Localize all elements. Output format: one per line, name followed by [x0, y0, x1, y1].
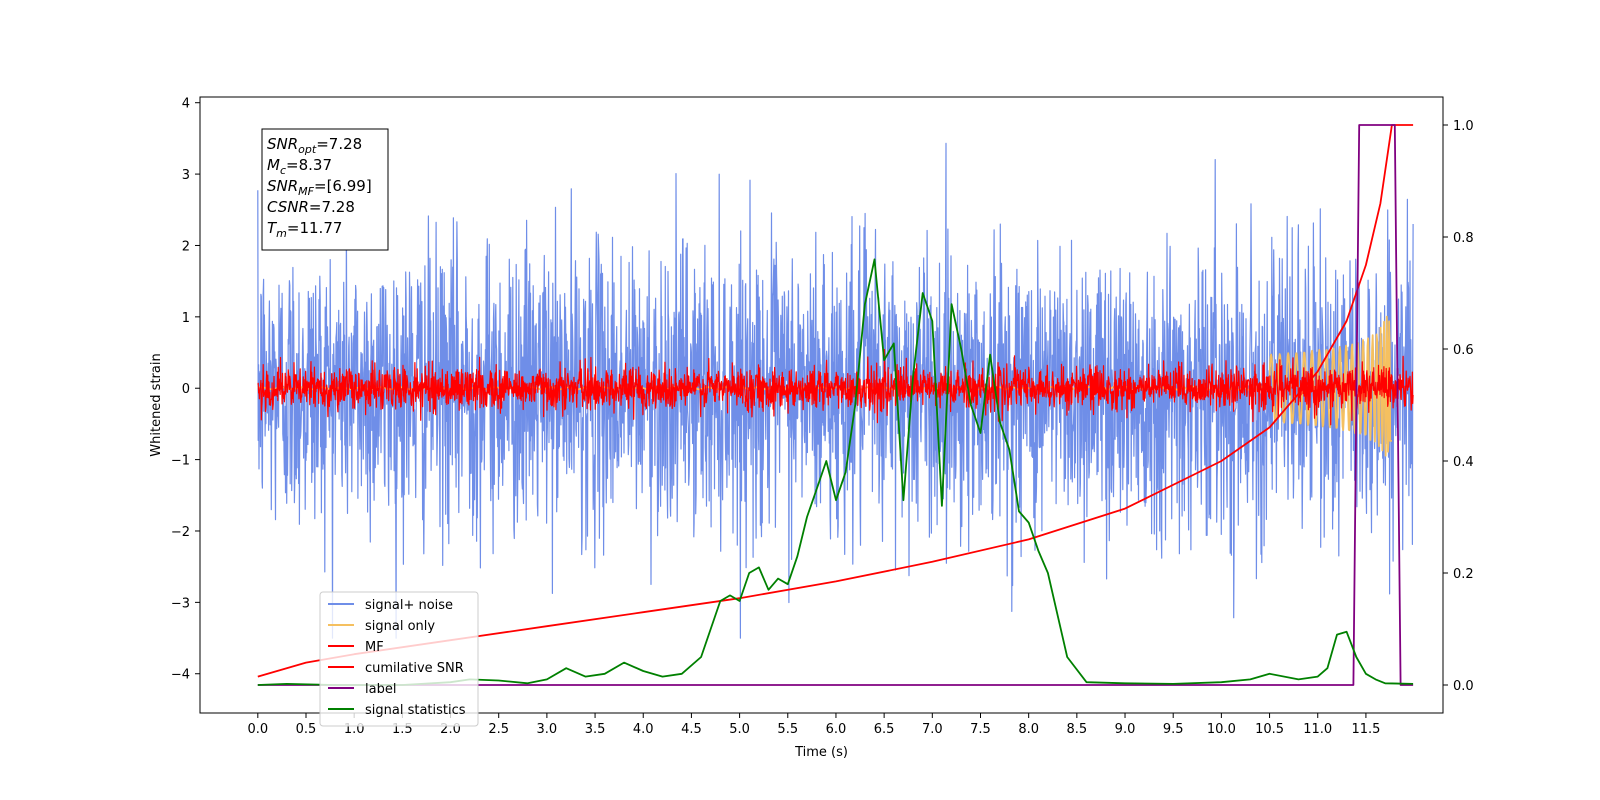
y-tick-label: −1	[171, 454, 190, 469]
y-tick-label: 3	[182, 168, 190, 183]
x-tick-label: 9.5	[1163, 722, 1184, 737]
y2-axis-ticks: 1.0 0.8 0.6 0.4 0.2 0.0	[1443, 119, 1474, 694]
y2-tick-label: 0.8	[1453, 231, 1474, 246]
legend-label: signal only	[365, 619, 435, 634]
x-tick-label: 2.5	[488, 722, 509, 737]
series-label	[257, 124, 1414, 686]
axes-frame	[199, 96, 1444, 714]
y-tick-label: 1	[182, 311, 190, 326]
y-tick-label: −2	[171, 525, 190, 540]
x-tick-label: 11.0	[1303, 722, 1332, 737]
y2-tick-label: 0.2	[1453, 567, 1474, 582]
y-tick-label: 0	[182, 382, 190, 397]
annotation-line: SNRMF=[6.99]	[267, 177, 372, 198]
y2-tick-label: 0.4	[1453, 455, 1474, 470]
y2-tick-label: 0.6	[1453, 343, 1474, 358]
y2-tick-label: 1.0	[1453, 119, 1474, 134]
x-tick-label: 4.5	[681, 722, 702, 737]
x-tick-label: 10.0	[1207, 722, 1236, 737]
y2-tick-label: 0.0	[1453, 679, 1474, 694]
annotation-line: Tm=11.77	[267, 219, 342, 240]
x-axis-ticks: 0.0 0.5 1.0 1.5 2.0 2.5 3.0 3.5 4.0 4.5 5.0 5.5 6.0 6…	[247, 713, 1380, 737]
x-tick-label: 7.5	[970, 722, 991, 737]
legend-label: signal statistics	[365, 703, 466, 718]
series-mf	[257, 348, 1414, 426]
x-tick-label: 6.0	[826, 722, 847, 737]
legend-label: MF	[365, 640, 384, 655]
legend: signal+ noise signal only MF cumilative SNR…	[319, 591, 479, 727]
legend-frame	[319, 591, 479, 727]
annotation-frame	[261, 128, 389, 251]
x-tick-label: 9.0	[1115, 722, 1136, 737]
x-tick-label: 11.5	[1351, 722, 1380, 737]
legend-label: label	[365, 682, 396, 697]
x-tick-label: 0.5	[296, 722, 317, 737]
y-tick-label: −4	[171, 668, 190, 683]
x-tick-label: 4.0	[633, 722, 654, 737]
x-tick-label: 5.0	[729, 722, 750, 737]
x-tick-label: 7.0	[922, 722, 943, 737]
x-tick-label: 5.5	[777, 722, 798, 737]
series-signal-statistics	[257, 258, 1414, 686]
x-tick-label: 0.0	[247, 722, 268, 737]
y-tick-label: 2	[182, 239, 190, 254]
x-tick-label: 8.5	[1067, 722, 1088, 737]
y-axis-ticks: 4 3 2 1 0 −1 −2 −3 −4	[171, 97, 200, 683]
y-tick-label: −3	[171, 596, 190, 611]
annotation-line: Mc=8.37	[267, 156, 332, 177]
x-tick-label: 3.0	[537, 722, 558, 737]
x-tick-label: 6.5	[874, 722, 895, 737]
series-signal-noise	[257, 142, 1414, 639]
x-tick-label: 10.5	[1255, 722, 1284, 737]
y-axis-label: Whitened strain	[149, 353, 164, 456]
x-axis-label: Time (s)	[794, 745, 848, 760]
annotation-line: CSNR=7.28	[267, 198, 355, 216]
y-tick-label: 4	[182, 97, 190, 112]
legend-label: signal+ noise	[365, 598, 453, 613]
x-tick-label: 8.0	[1018, 722, 1039, 737]
legend-label: cumilative SNR	[365, 661, 464, 676]
x-tick-label: 3.5	[585, 722, 606, 737]
annotation-line: SNRopt=7.28	[267, 135, 362, 156]
